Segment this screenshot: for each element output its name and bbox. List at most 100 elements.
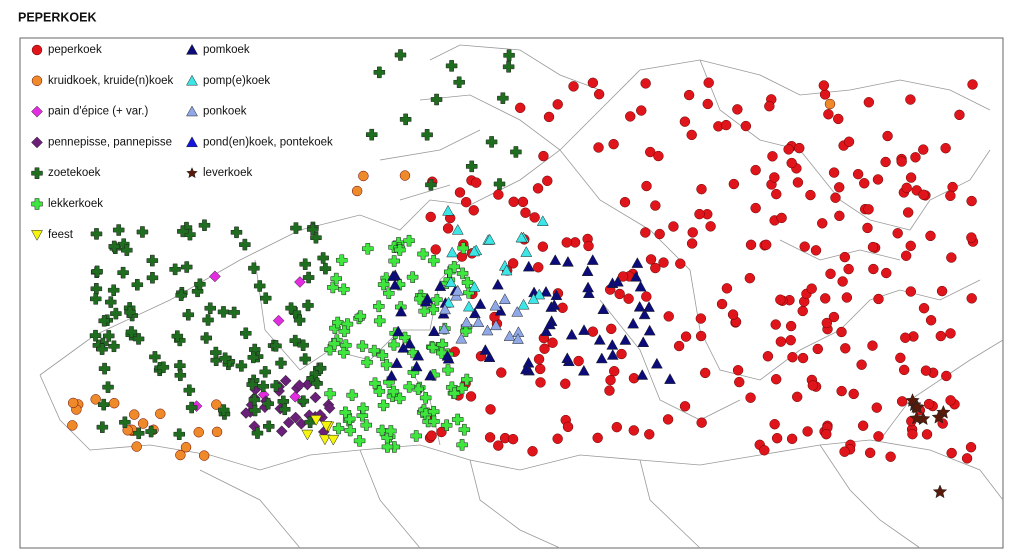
map-marker bbox=[353, 435, 366, 447]
map-marker bbox=[253, 280, 266, 292]
map-marker bbox=[797, 352, 809, 364]
map-marker bbox=[840, 343, 851, 354]
map-marker bbox=[278, 403, 291, 416]
map-marker bbox=[507, 258, 519, 269]
map-marker bbox=[872, 174, 884, 185]
map-marker bbox=[675, 258, 686, 269]
map-marker bbox=[198, 450, 210, 461]
map-marker bbox=[200, 332, 212, 344]
legend-label: pennepisse, pannepisse bbox=[48, 136, 172, 148]
map-marker bbox=[910, 152, 921, 163]
map-marker bbox=[535, 363, 546, 375]
map-marker bbox=[882, 130, 893, 142]
map-marker bbox=[776, 212, 787, 224]
map-marker bbox=[592, 432, 603, 444]
map-marker bbox=[110, 307, 122, 320]
map-marker bbox=[820, 293, 831, 304]
map-marker bbox=[634, 280, 647, 292]
map-marker bbox=[426, 430, 437, 441]
map-marker bbox=[399, 113, 412, 126]
map-marker bbox=[895, 352, 906, 364]
map-marker bbox=[643, 324, 656, 336]
map-marker bbox=[442, 223, 454, 234]
map-marker bbox=[695, 313, 707, 324]
map-marker bbox=[387, 270, 400, 281]
map-marker bbox=[105, 296, 117, 308]
map-marker bbox=[289, 411, 302, 424]
map-marker bbox=[31, 75, 43, 87]
map-marker bbox=[293, 314, 306, 326]
map-marker bbox=[503, 330, 516, 341]
map-marker bbox=[299, 258, 311, 270]
map-title: PEPERKOEK bbox=[18, 10, 97, 24]
map-marker bbox=[686, 238, 698, 249]
map-marker bbox=[783, 144, 794, 155]
map-marker bbox=[302, 271, 315, 284]
map-marker bbox=[219, 352, 231, 364]
map-marker bbox=[873, 431, 884, 442]
map-marker bbox=[248, 343, 261, 356]
map-marker bbox=[540, 325, 553, 336]
map-marker bbox=[560, 378, 571, 389]
map-marker bbox=[606, 349, 619, 360]
map-marker bbox=[327, 434, 340, 446]
map-marker bbox=[319, 434, 331, 446]
map-marker bbox=[272, 314, 285, 327]
map-marker bbox=[259, 366, 271, 378]
map-marker bbox=[448, 261, 460, 273]
map-marker bbox=[880, 156, 891, 168]
map-marker bbox=[767, 151, 778, 162]
map-marker bbox=[633, 300, 646, 312]
map-marker bbox=[462, 300, 475, 312]
map-marker bbox=[132, 427, 145, 440]
map-marker bbox=[641, 291, 652, 302]
map-marker bbox=[828, 167, 840, 178]
map-marker bbox=[508, 196, 519, 208]
map-marker bbox=[834, 210, 845, 222]
map-marker bbox=[582, 287, 595, 298]
map-marker bbox=[762, 351, 774, 362]
legend-label: kruidkoek, kruide(n)koek bbox=[48, 75, 174, 87]
map-marker bbox=[619, 196, 631, 208]
map-marker bbox=[946, 252, 957, 263]
map-marker bbox=[410, 360, 423, 372]
map-marker bbox=[625, 111, 636, 122]
map-marker bbox=[907, 428, 918, 440]
map-marker bbox=[337, 346, 350, 359]
map-marker bbox=[338, 325, 351, 338]
map-marker bbox=[336, 254, 348, 267]
map-marker bbox=[346, 389, 358, 401]
map-marker bbox=[833, 113, 844, 125]
map-marker bbox=[868, 263, 879, 275]
map-marker bbox=[679, 116, 691, 127]
map-marker bbox=[843, 263, 854, 275]
map-marker bbox=[67, 420, 78, 431]
map-marker bbox=[791, 391, 803, 403]
map-marker bbox=[745, 392, 756, 403]
map-marker bbox=[830, 192, 841, 203]
map-marker bbox=[728, 178, 740, 190]
map-marker bbox=[686, 129, 697, 141]
map-marker bbox=[750, 202, 761, 214]
map-marker bbox=[365, 128, 378, 141]
map-marker bbox=[485, 136, 498, 148]
map-marker bbox=[228, 306, 240, 319]
map-marker bbox=[654, 228, 665, 240]
map-marker bbox=[864, 447, 876, 459]
map-marker bbox=[311, 377, 323, 390]
map-marker bbox=[619, 334, 632, 345]
map-marker bbox=[794, 142, 805, 154]
map-marker bbox=[824, 98, 836, 110]
map-marker bbox=[112, 224, 125, 236]
map-marker bbox=[609, 366, 620, 377]
map-marker bbox=[209, 270, 221, 283]
map-marker bbox=[843, 136, 855, 147]
map-marker bbox=[940, 143, 951, 154]
map-marker bbox=[377, 399, 390, 412]
map-marker bbox=[537, 241, 549, 252]
map-frame bbox=[19, 37, 1004, 549]
map-marker bbox=[417, 248, 429, 260]
map-marker bbox=[485, 404, 496, 415]
map-marker bbox=[338, 283, 350, 296]
map-marker bbox=[403, 381, 415, 393]
